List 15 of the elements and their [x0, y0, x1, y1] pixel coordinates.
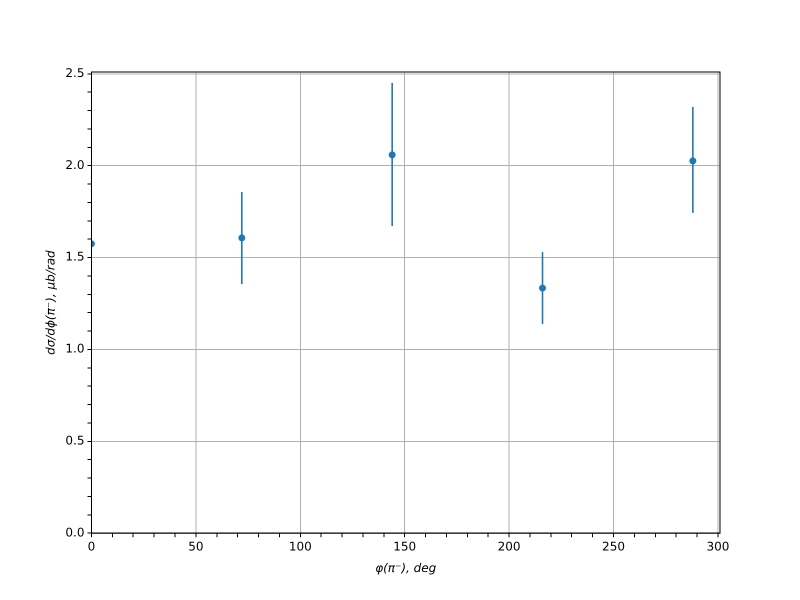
x-axis-title: φ(π⁻), deg	[375, 560, 437, 575]
y-tick-label: 0.0	[65, 525, 84, 540]
x-tick-label: 50	[188, 540, 204, 554]
x-tick-label: 100	[288, 540, 312, 554]
y-tick-label: 1.0	[65, 342, 84, 356]
y-tick-label: 1.5	[65, 250, 84, 264]
y-axis-title: dσ/dϕ(π⁻), μb/rad	[43, 250, 58, 355]
y-tick-label: 2.5	[65, 66, 84, 80]
x-tick-label: 150	[393, 540, 416, 554]
x-tick-label: 300	[706, 540, 730, 554]
y-tick-label: 2.0	[65, 158, 84, 172]
x-tick-label: 0	[88, 540, 96, 554]
y-tick-label: 0.5	[65, 433, 84, 448]
x-tick-label: 250	[602, 540, 625, 554]
x-tick-label: 200	[498, 540, 521, 554]
